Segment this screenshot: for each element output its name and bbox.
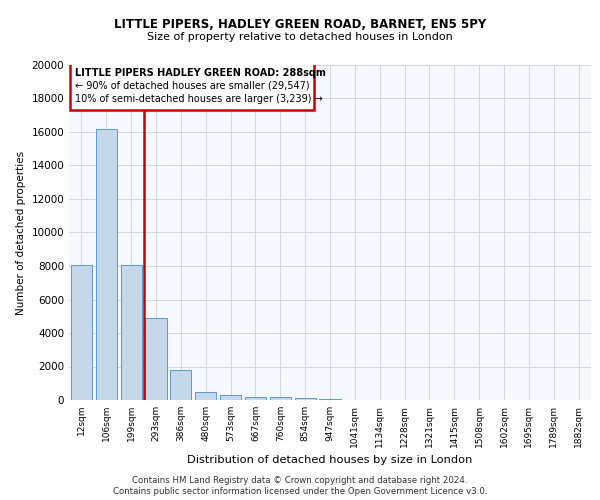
Text: 10% of semi-detached houses are larger (3,239) →: 10% of semi-detached houses are larger (…	[75, 94, 323, 104]
X-axis label: Distribution of detached houses by size in London: Distribution of detached houses by size …	[187, 456, 473, 466]
Text: LITTLE PIPERS HADLEY GREEN ROAD: 288sqm: LITTLE PIPERS HADLEY GREEN ROAD: 288sqm	[75, 68, 326, 78]
Text: ← 90% of detached houses are smaller (29,547): ← 90% of detached houses are smaller (29…	[75, 81, 310, 91]
Bar	[70, 62, 314, 110]
Bar	[245, 396, 266, 400]
Bar	[145, 318, 167, 400]
Text: LITTLE PIPERS, HADLEY GREEN ROAD, BARNET, EN5 5PY: LITTLE PIPERS, HADLEY GREEN ROAD, BARNET…	[114, 18, 486, 30]
Bar	[220, 395, 241, 400]
Bar	[170, 370, 191, 400]
Bar	[71, 265, 92, 400]
Bar	[295, 398, 316, 400]
Bar	[96, 128, 117, 400]
Bar	[319, 398, 341, 400]
Bar	[270, 398, 291, 400]
Text: Contains public sector information licensed under the Open Government Licence v3: Contains public sector information licen…	[113, 487, 487, 496]
Bar	[195, 392, 216, 400]
Text: Contains HM Land Registry data © Crown copyright and database right 2024.: Contains HM Land Registry data © Crown c…	[132, 476, 468, 485]
Bar	[121, 265, 142, 400]
Text: Size of property relative to detached houses in London: Size of property relative to detached ho…	[147, 32, 453, 42]
Y-axis label: Number of detached properties: Number of detached properties	[16, 150, 26, 314]
